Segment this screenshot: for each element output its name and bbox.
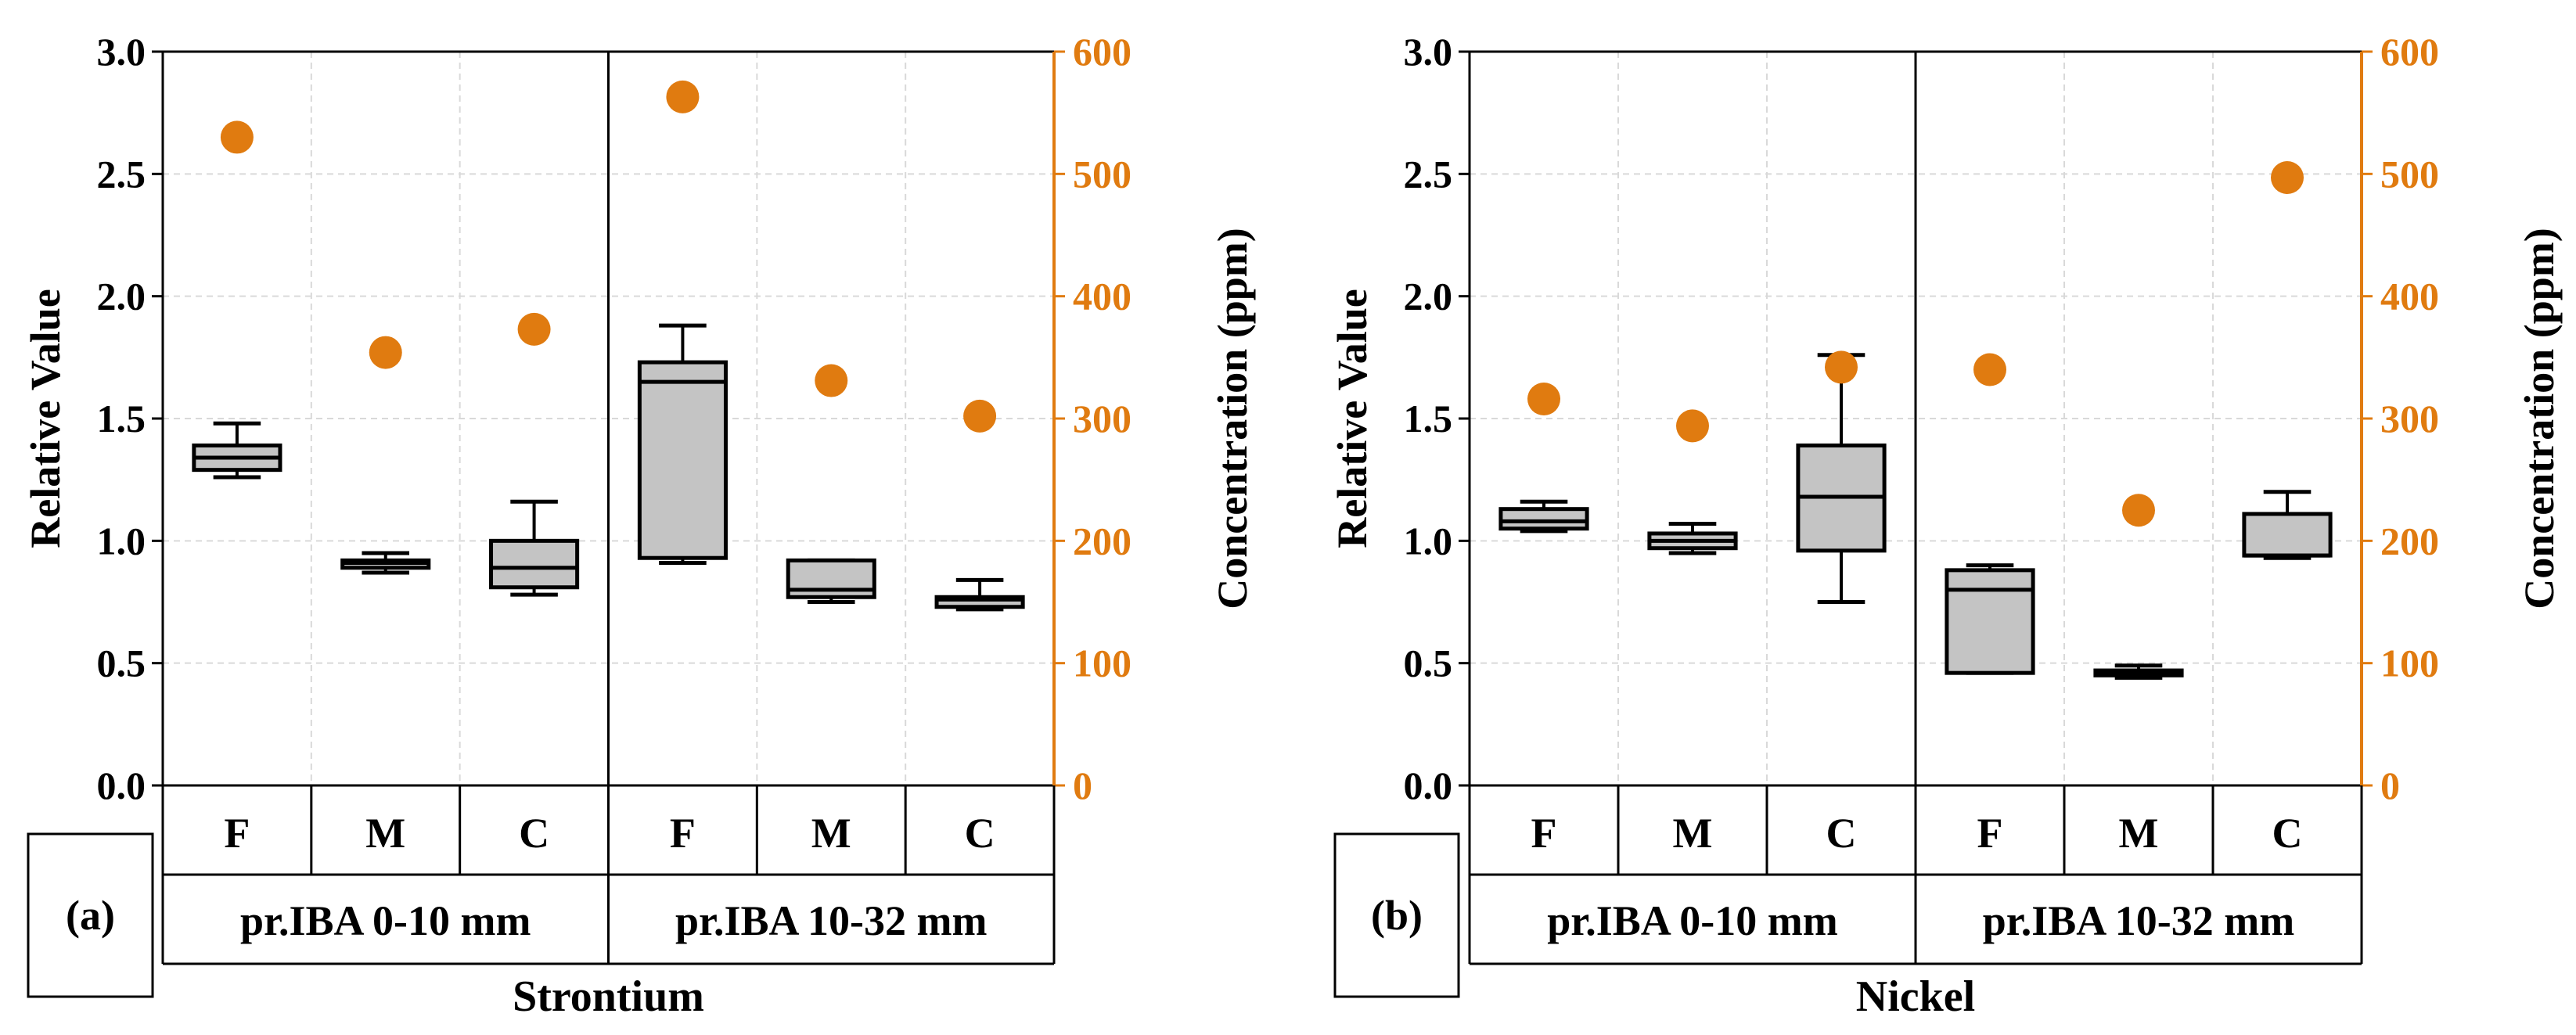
category-label: M	[1673, 810, 1713, 857]
concentration-dot	[2271, 161, 2304, 195]
box-iqr	[637, 360, 728, 560]
concentration-dot	[369, 336, 402, 369]
y-left-axis-title: Relative Value	[22, 289, 69, 548]
panel-label-box	[27, 832, 154, 998]
y-left-tick-label: 1.0	[1404, 519, 1453, 562]
y-left-tick-label: 2.5	[1404, 152, 1453, 196]
category-label: C	[1826, 810, 1857, 857]
y-left-tick-label: 1.5	[1404, 397, 1453, 440]
category-label: C	[519, 810, 549, 857]
concentration-dot	[220, 120, 254, 154]
panel-label: (a)	[66, 892, 115, 939]
y-right-tick-label: 200	[1073, 519, 1131, 562]
y-right-tick-label: 300	[2380, 397, 2439, 440]
y-right-tick-label: 500	[2380, 152, 2439, 196]
y-right-tick-label: 0	[1073, 764, 1092, 807]
concentration-dot	[666, 80, 700, 113]
group-label: pr.IBA 10-32 mm	[675, 897, 988, 944]
category-label: F	[670, 810, 696, 857]
y-left-tick-label: 3.0	[1404, 30, 1453, 74]
y-left-tick-label: 0.0	[97, 764, 146, 807]
category-label: M	[365, 810, 405, 857]
group-label: pr.IBA 10-32 mm	[1983, 897, 2295, 944]
box-iqr	[489, 538, 580, 590]
category-label: C	[965, 810, 995, 857]
y-right-tick-label: 600	[2380, 30, 2439, 74]
concentration-dot	[815, 364, 848, 397]
y-right-tick-label: 600	[1073, 30, 1131, 74]
concentration-dot	[517, 312, 551, 346]
y-right-tick-label: 0	[2380, 764, 2400, 807]
category-label: C	[2272, 810, 2303, 857]
y-left-tick-label: 1.5	[97, 397, 146, 440]
y-right-tick-label: 100	[1073, 641, 1131, 685]
category-label: M	[811, 810, 851, 857]
category-label: F	[1531, 810, 1557, 857]
y-right-axis-title: Concentration (ppm)	[2516, 228, 2563, 609]
y-right-tick-label: 400	[1073, 275, 1131, 318]
group-label: pr.IBA 0-10 mm	[240, 897, 531, 944]
y-right-axis-title: Concentration (ppm)	[1209, 228, 1256, 609]
box-iqr	[1945, 568, 2035, 675]
y-left-tick-label: 0.0	[1404, 764, 1453, 807]
y-right-tick-label: 100	[2380, 641, 2439, 685]
concentration-dot	[1973, 353, 2006, 386]
concentration-dot	[1527, 382, 1560, 415]
concentration-dot	[1825, 350, 1858, 384]
chart-title: Nickel	[1856, 972, 1975, 1021]
concentration-dot	[963, 399, 997, 433]
y-left-axis-title: Relative Value	[1329, 289, 1376, 548]
category-label: F	[224, 810, 250, 857]
y-right-tick-label: 500	[1073, 152, 1131, 196]
category-label: M	[2119, 810, 2159, 857]
group-label: pr.IBA 0-10 mm	[1547, 897, 1838, 944]
panel-label-box	[1333, 832, 1460, 998]
y-left-tick-label: 0.5	[1404, 641, 1453, 685]
y-left-tick-label: 2.5	[97, 152, 146, 196]
category-label: F	[1977, 810, 2003, 857]
y-left-tick-label: 2.0	[97, 275, 146, 318]
y-right-tick-label: 200	[2380, 519, 2439, 562]
box-iqr	[2242, 512, 2333, 558]
panel-label: (b)	[1371, 892, 1423, 939]
box-iqr	[1498, 507, 1589, 531]
y-left-tick-label: 3.0	[97, 30, 146, 74]
y-left-tick-label: 0.5	[97, 641, 146, 685]
y-left-tick-label: 1.0	[97, 519, 146, 562]
y-right-tick-label: 400	[2380, 275, 2439, 318]
chart-title: Strontium	[513, 972, 704, 1021]
concentration-dot	[1676, 409, 1709, 443]
y-left-tick-label: 2.0	[1404, 275, 1453, 318]
y-right-tick-label: 300	[1073, 397, 1131, 440]
concentration-dot	[2122, 494, 2155, 527]
